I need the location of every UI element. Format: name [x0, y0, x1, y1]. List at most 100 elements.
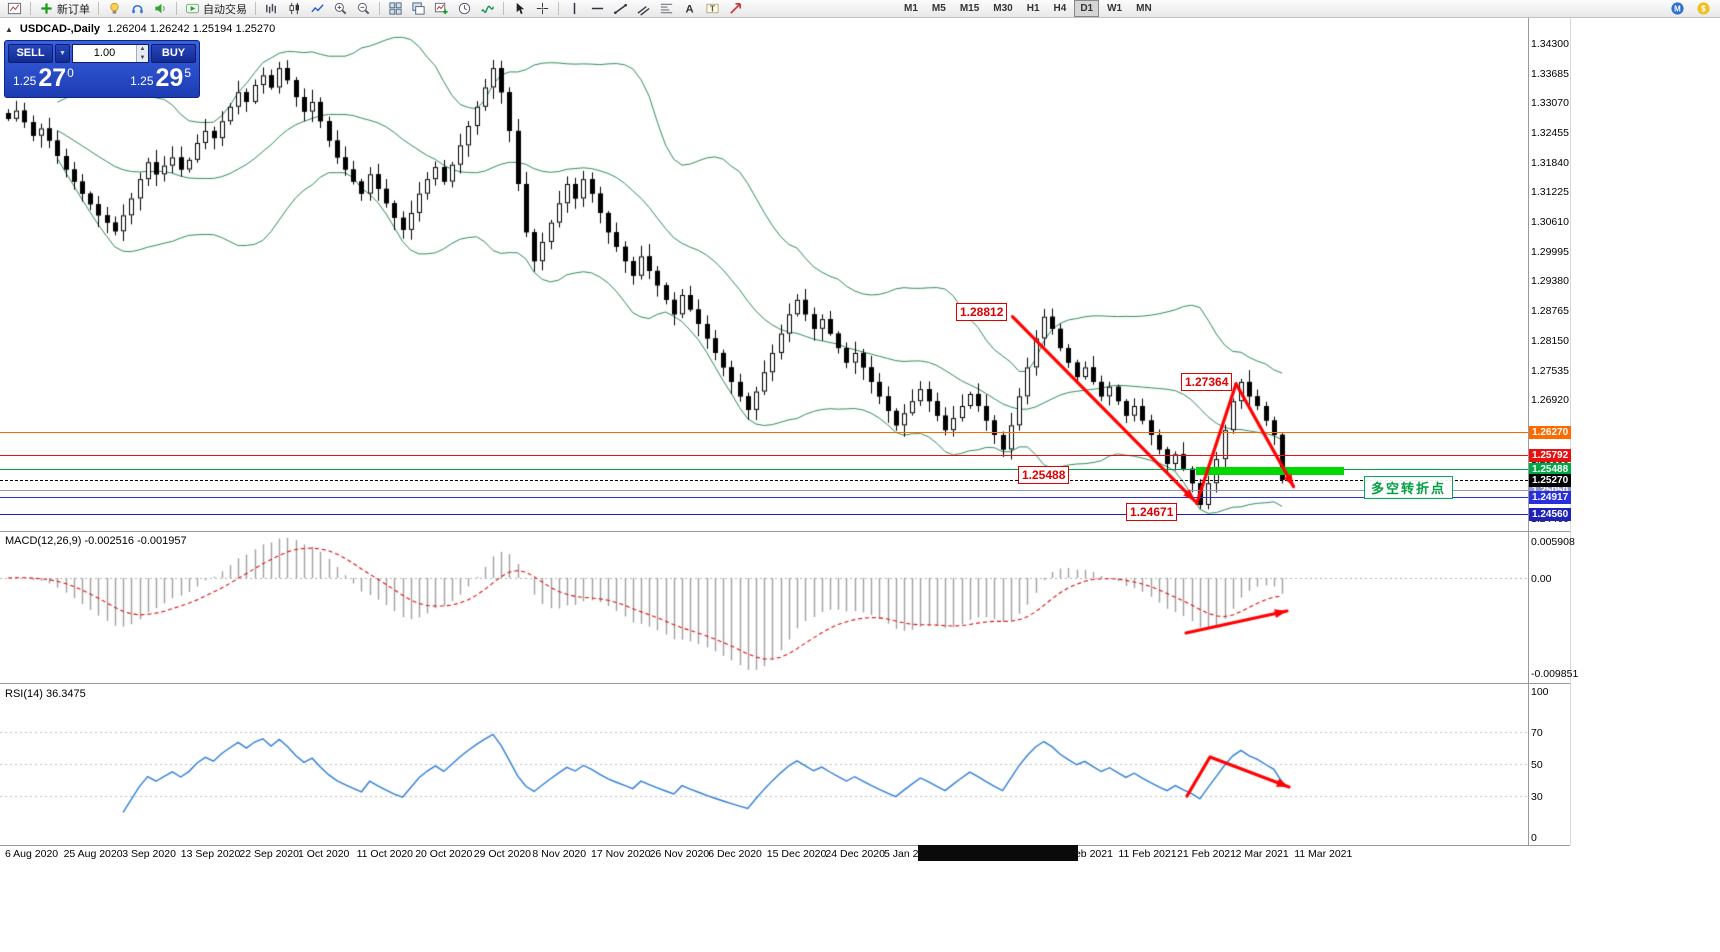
collapse-trade-panel-icon[interactable]: ▲ — [5, 24, 13, 34]
bars-chart-icon[interactable] — [260, 0, 283, 18]
volume-input[interactable]: 1.00 — [93, 47, 116, 59]
timeframe-w1-button[interactable]: W1 — [1107, 3, 1123, 14]
date-label: 13 Sep 2020 — [180, 848, 241, 860]
timeframe-h4-button[interactable]: H4 — [1053, 3, 1067, 14]
clock-icon[interactable] — [453, 0, 476, 18]
price-scale-label: 1.33685 — [1531, 67, 1569, 80]
price-annotation-box[interactable]: 1.24671 — [1126, 503, 1178, 521]
price-line-1.25050[interactable] — [0, 490, 1528, 491]
price-line-1.26270[interactable] — [0, 432, 1528, 433]
zoom-out-icon[interactable] — [352, 0, 375, 18]
rsi-scale-label: 70 — [1531, 727, 1543, 739]
toolbar-separator — [379, 2, 380, 15]
date-label: 11 Oct 2020 — [356, 848, 414, 860]
date-label: 1 Oct 2020 — [298, 848, 350, 860]
volume-up-icon[interactable]: ▲ — [137, 45, 148, 54]
bottom-dark-bar — [918, 845, 1078, 861]
date-label: 20 Oct 2020 — [415, 848, 473, 860]
zoom-in-icon[interactable] — [329, 0, 352, 18]
price-scale-label: 1.28150 — [1531, 334, 1569, 347]
svg-text:$: $ — [1701, 4, 1706, 13]
line-chart-icon[interactable] — [306, 0, 329, 18]
arrow-tools-icon[interactable] — [724, 0, 747, 18]
price-line-1.24560[interactable] — [0, 514, 1528, 515]
price-annotation-box[interactable]: 1.27364 — [1181, 373, 1233, 391]
price-scale-label: 1.31840 — [1531, 156, 1569, 169]
macd-rsi-separator[interactable] — [0, 683, 1570, 684]
price-line-1.25792[interactable] — [0, 455, 1528, 456]
toolbar-separator — [255, 2, 256, 15]
cascade-windows-icon[interactable] — [407, 0, 430, 18]
sell-price-pip: 0 — [67, 66, 74, 80]
price-tag-1.26270: 1.26270 — [1529, 426, 1572, 439]
new-chart-icon[interactable] — [430, 0, 453, 18]
price-scale-label: 1.31225 — [1531, 186, 1569, 199]
price-line-1.25270[interactable] — [0, 480, 1528, 481]
main-macd-separator[interactable] — [0, 531, 1570, 532]
date-label: 6 Dec 2020 — [708, 848, 762, 860]
autotrade-button[interactable]: 自动交易 — [181, 0, 251, 18]
timeframe-mn-button[interactable]: MN — [1136, 3, 1152, 14]
timeframe-m15-button[interactable]: M15 — [959, 3, 980, 14]
volume-dropdown-icon[interactable]: ▼ — [55, 44, 70, 63]
volume-input-wrap: 1.00 ▲ ▼ — [72, 44, 149, 63]
horizontal-line-icon[interactable] — [586, 0, 609, 18]
toolbar-separator — [558, 2, 559, 15]
mql-yellow-icon[interactable]: $ — [1692, 0, 1715, 18]
price-annotation-box[interactable]: 1.25488 — [1018, 466, 1070, 484]
toolbar-separator — [98, 2, 99, 15]
candles-chart-icon[interactable] — [283, 0, 306, 18]
timeframe-m5-button[interactable]: M5 — [931, 3, 946, 14]
chart-title: ▲ USDCAD-,Daily 1.26204 1.26242 1.25194 … — [5, 23, 275, 35]
toolbar-right-icons: M $ — [1666, 0, 1717, 18]
rsi-scale-label: 30 — [1531, 791, 1543, 803]
volume-stepper[interactable]: ▲ ▼ — [136, 45, 148, 62]
text-label-icon[interactable]: T — [701, 0, 724, 18]
tile-windows-icon[interactable] — [384, 0, 407, 18]
timeframe-m30-button[interactable]: M30 — [993, 3, 1013, 14]
mql-blue-icon[interactable]: M — [1666, 0, 1689, 18]
sell-button[interactable]: SELL — [8, 44, 53, 63]
date-label: 25 Aug 2020 — [63, 848, 123, 860]
new-order-button[interactable]: 新订单 — [35, 0, 94, 18]
rsi-scale-label: 0 — [1531, 832, 1537, 844]
sell-price[interactable]: 1.25 27 0 — [13, 65, 74, 91]
vertical-line-icon[interactable] — [563, 0, 586, 18]
date-label: 22 Sep 2020 — [239, 848, 299, 860]
turning-point-label[interactable]: 多空转折点 — [1364, 476, 1454, 499]
price-tag-1.25270: 1.25270 — [1529, 474, 1572, 487]
buy-price[interactable]: 1.25 29 5 — [130, 65, 191, 91]
price-scale-label: 1.34300 — [1531, 38, 1569, 50]
channel-icon[interactable] — [632, 0, 655, 18]
volume-down-icon[interactable]: ▼ — [137, 53, 148, 62]
price-scale-label: 1.28765 — [1531, 305, 1569, 318]
macd-scale-label: -0.009851 — [1531, 668, 1579, 680]
macd-scale-label: 0.00 — [1531, 572, 1552, 585]
toolbar-separator — [176, 2, 177, 15]
headset-icon[interactable] — [126, 0, 149, 18]
price-annotation-box[interactable]: 1.28812 — [956, 303, 1008, 321]
date-label: 21 Feb 2021 — [1177, 848, 1236, 860]
speaker-icon[interactable] — [149, 0, 172, 18]
date-label: 2 Mar 2021 — [1235, 848, 1289, 860]
lightbulb-icon[interactable] — [103, 0, 126, 18]
buy-price-pip: 5 — [184, 66, 191, 80]
indicators-icon[interactable] — [476, 0, 499, 18]
support-zone-highlight[interactable] — [1196, 467, 1344, 475]
buy-button[interactable]: BUY — [151, 44, 196, 63]
svg-text:T: T — [710, 3, 716, 13]
crosshair-icon[interactable] — [531, 0, 554, 18]
timeframe-d1-button[interactable]: D1 — [1074, 0, 1100, 17]
cursor-icon[interactable] — [508, 0, 531, 18]
date-label: 11 Feb 2021 — [1118, 848, 1177, 860]
date-label: 15 Dec 2020 — [766, 848, 827, 860]
chart-window-icon[interactable] — [3, 0, 26, 18]
rsi-scale-label: 100 — [1531, 686, 1549, 698]
text-icon[interactable]: A — [678, 0, 701, 18]
timeframe-m1-button[interactable]: M1 — [904, 3, 918, 14]
timeframe-h1-button[interactable]: H1 — [1026, 3, 1040, 14]
fibonacci-icon[interactable] — [655, 0, 678, 18]
price-line-1.24917[interactable] — [0, 497, 1528, 498]
trend-line-icon[interactable] — [609, 0, 632, 18]
